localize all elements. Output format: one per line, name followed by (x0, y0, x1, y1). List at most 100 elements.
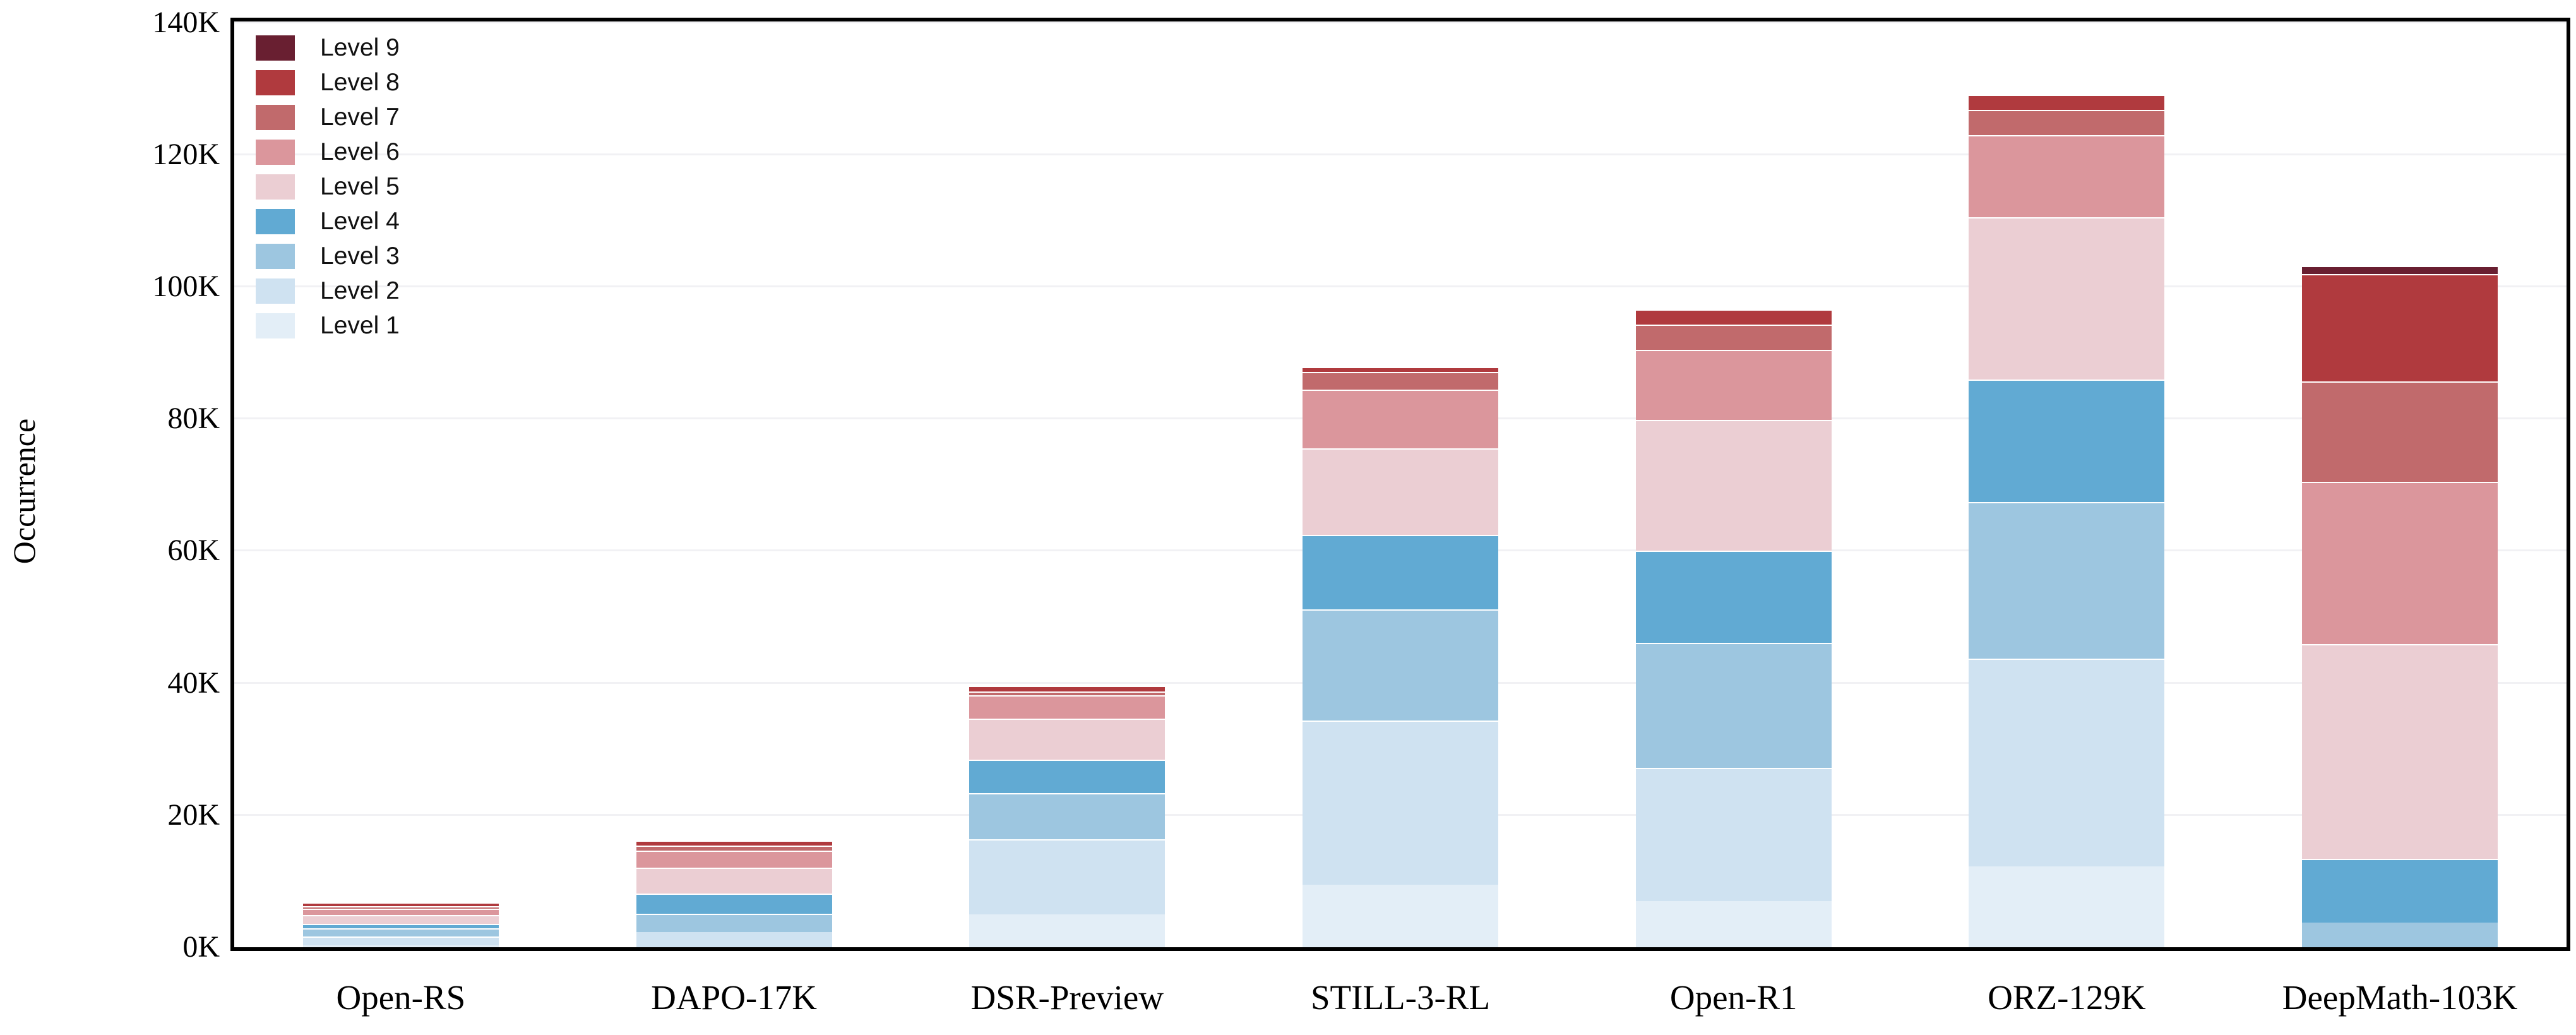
bar-segment-ORZ-129K-level-7[interactable] (1969, 110, 2165, 135)
bar-segment-DSR-Preview-level-7[interactable] (969, 691, 1166, 695)
legend-swatch-icon (256, 174, 295, 200)
bar-segment-STILL-3-RL-level-2[interactable] (1303, 721, 1498, 885)
x-tick-DeepMath-103K: DeepMath-103K (2282, 978, 2518, 1017)
legend-item-level-4: Level 4 (256, 208, 400, 235)
legend-item-level-9: Level 9 (256, 34, 400, 61)
bar-segment-ORZ-129K-level-3[interactable] (1969, 502, 2165, 659)
legend-label: Level 7 (320, 104, 400, 131)
bar-segment-STILL-3-RL-level-5[interactable] (1303, 448, 1498, 535)
legend-label: Level 6 (320, 138, 400, 165)
legend: Level 9 Level 8 Level 7 Level 6 Level 5 Level… (256, 34, 400, 348)
y-tick-80K: 80K (167, 402, 220, 436)
bar-segment-DSR-Preview-level-3[interactable] (969, 793, 1166, 839)
bar-segment-DAPO-17K-level-2[interactable] (636, 932, 832, 947)
bar-segment-Open-RS-level-1[interactable] (302, 945, 499, 947)
legend-label: Level 9 (320, 34, 400, 61)
bar-ORZ-129K[interactable] (1969, 95, 2165, 947)
x-tick-DSR-Preview: DSR-Preview (970, 978, 1164, 1017)
bar-segment-ORZ-129K-level-2[interactable] (1969, 659, 2165, 866)
bar-segment-DeepMath-103K-level-4[interactable] (2302, 859, 2498, 923)
bar-segment-DAPO-17K-level-5[interactable] (636, 868, 832, 894)
bar-segment-DSR-Preview-level-5[interactable] (969, 719, 1166, 760)
bar-DAPO-17K[interactable] (636, 841, 832, 947)
bar-segment-STILL-3-RL-level-6[interactable] (1303, 390, 1498, 448)
legend-swatch-icon (256, 209, 295, 234)
bar-segment-Open-R1-level-3[interactable] (1635, 643, 1832, 768)
legend-item-level-8: Level 8 (256, 69, 400, 96)
bar-Open-R1[interactable] (1635, 309, 1832, 947)
legend-label: Level 4 (320, 208, 400, 235)
bar-segment-DeepMath-103K-level-5[interactable] (2302, 644, 2498, 859)
x-tick-ORZ-129K: ORZ-129K (1988, 978, 2146, 1017)
bar-segment-DAPO-17K-level-7[interactable] (636, 846, 832, 851)
bar-segment-STILL-3-RL-level-7[interactable] (1303, 372, 1498, 390)
bar-segment-ORZ-129K-level-5[interactable] (1969, 217, 2165, 380)
legend-label: Level 3 (320, 242, 400, 270)
bar-segment-DeepMath-103K-level-6[interactable] (2302, 482, 2498, 644)
bar-segment-DAPO-17K-level-6[interactable] (636, 851, 832, 868)
bar-segment-Open-RS-level-6[interactable] (302, 909, 499, 915)
legend-swatch-icon (256, 313, 295, 338)
bar-segment-DSR-Preview-level-4[interactable] (969, 760, 1166, 793)
gridline-120K (234, 153, 2567, 155)
bar-segment-DSR-Preview-level-6[interactable] (969, 695, 1166, 719)
legend-swatch-icon (256, 35, 295, 61)
bar-segment-DAPO-17K-level-8[interactable] (636, 841, 832, 846)
bar-segment-DeepMath-103K-level-9[interactable] (2302, 266, 2498, 274)
legend-swatch-icon (256, 70, 295, 95)
bar-segment-Open-R1-level-7[interactable] (1635, 325, 1832, 350)
bar-segment-DAPO-17K-level-4[interactable] (636, 894, 832, 914)
legend-label: Level 2 (320, 277, 400, 304)
plot-inner: Level 9 Level 8 Level 7 Level 6 Level 5 Level… (234, 21, 2567, 947)
bar-segment-ORZ-129K-level-8[interactable] (1969, 95, 2165, 110)
bar-segment-DSR-Preview-level-1[interactable] (969, 914, 1166, 947)
legend-swatch-icon (256, 105, 295, 130)
legend-item-level-1: Level 1 (256, 312, 400, 339)
bar-segment-DeepMath-103K-level-3[interactable] (2302, 923, 2498, 947)
legend-swatch-icon (256, 140, 295, 165)
y-tick-0K: 0K (182, 930, 220, 964)
bar-segment-Open-R1-level-5[interactable] (1635, 420, 1832, 551)
gridline-140K (234, 21, 2567, 23)
y-tick-140K: 140K (152, 5, 220, 39)
bar-segment-Open-RS-level-3[interactable] (302, 928, 499, 936)
bar-DSR-Preview[interactable] (969, 686, 1166, 947)
bar-DeepMath-103K[interactable] (2302, 266, 2498, 947)
bar-segment-Open-RS-level-4[interactable] (302, 924, 499, 928)
legend-item-level-2: Level 2 (256, 277, 400, 304)
bar-segment-Open-RS-level-8[interactable] (302, 902, 499, 906)
bar-segment-STILL-3-RL-level-8[interactable] (1303, 367, 1498, 372)
legend-item-level-7: Level 7 (256, 104, 400, 131)
y-tick-60K: 60K (167, 534, 220, 568)
y-tick-20K: 20K (167, 798, 220, 832)
legend-item-level-6: Level 6 (256, 138, 400, 165)
bar-segment-STILL-3-RL-level-4[interactable] (1303, 535, 1498, 609)
bar-segment-ORZ-129K-level-4[interactable] (1969, 380, 2165, 502)
bar-segment-ORZ-129K-level-1[interactable] (1969, 866, 2165, 947)
bar-segment-Open-R1-level-2[interactable] (1635, 768, 1832, 901)
bar-segment-Open-R1-level-6[interactable] (1635, 350, 1832, 420)
bar-segment-Open-RS-level-5[interactable] (302, 915, 499, 924)
y-axis-title: Occurrence (6, 418, 42, 565)
bar-segment-Open-R1-level-8[interactable] (1635, 309, 1832, 325)
bar-segment-Open-R1-level-1[interactable] (1635, 901, 1832, 947)
gridline-100K (234, 285, 2567, 287)
bar-segment-STILL-3-RL-level-3[interactable] (1303, 609, 1498, 721)
legend-label: Level 5 (320, 173, 400, 200)
bar-Open-RS[interactable] (302, 902, 499, 947)
bar-segment-ORZ-129K-level-6[interactable] (1969, 135, 2165, 217)
bar-segment-DeepMath-103K-level-7[interactable] (2302, 381, 2498, 482)
y-tick-100K: 100K (152, 270, 220, 303)
bar-segment-Open-RS-level-2[interactable] (302, 936, 499, 945)
bar-segment-DeepMath-103K-level-8[interactable] (2302, 274, 2498, 381)
bar-segment-Open-RS-level-7[interactable] (302, 906, 499, 909)
bar-STILL-3-RL[interactable] (1303, 367, 1498, 947)
bar-segment-DSR-Preview-level-2[interactable] (969, 839, 1166, 914)
bar-segment-DSR-Preview-level-8[interactable] (969, 686, 1166, 691)
x-tick-Open-RS: Open-RS (336, 978, 466, 1017)
bar-segment-STILL-3-RL-level-1[interactable] (1303, 885, 1498, 947)
bar-segment-DAPO-17K-level-3[interactable] (636, 914, 832, 932)
bar-segment-Open-R1-level-4[interactable] (1635, 551, 1832, 643)
x-tick-DAPO-17K: DAPO-17K (651, 978, 817, 1017)
